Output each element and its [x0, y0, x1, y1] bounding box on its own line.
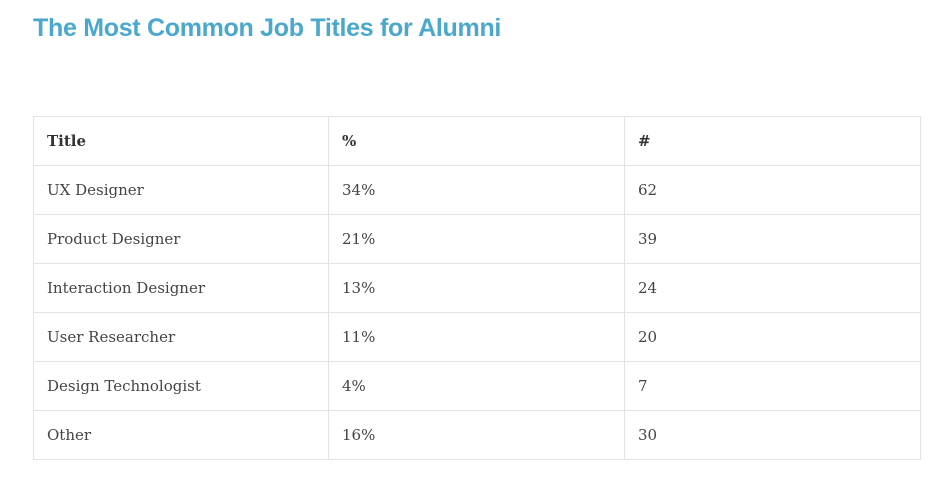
cell-title: Design Technologist	[33, 361, 329, 411]
cell-percent: 16%	[328, 410, 625, 460]
table-row: UX Designer 34% 62	[33, 165, 921, 215]
cell-percent: 4%	[328, 361, 625, 411]
cell-count: 30	[624, 410, 921, 460]
cell-count: 39	[624, 214, 921, 264]
cell-count: 62	[624, 165, 921, 215]
header-title: Title	[33, 116, 329, 166]
table-row: User Researcher 11% 20	[33, 312, 921, 362]
cell-percent: 21%	[328, 214, 625, 264]
table-row: Interaction Designer 13% 24	[33, 263, 921, 313]
table-row: Other 16% 30	[33, 410, 921, 460]
cell-count: 24	[624, 263, 921, 313]
cell-count: 20	[624, 312, 921, 362]
header-percent: %	[328, 116, 625, 166]
table-row: Product Designer 21% 39	[33, 214, 921, 264]
cell-title: UX Designer	[33, 165, 329, 215]
cell-title: Other	[33, 410, 329, 460]
cell-title: Product Designer	[33, 214, 329, 264]
page-title: The Most Common Job Titles for Alumni	[33, 14, 502, 42]
cell-count: 7	[624, 361, 921, 411]
cell-percent: 13%	[328, 263, 625, 313]
cell-percent: 11%	[328, 312, 625, 362]
cell-title: Interaction Designer	[33, 263, 329, 313]
job-titles-table: Title % # UX Designer 34% 62 Product Des…	[33, 116, 921, 460]
header-count: #	[624, 116, 921, 166]
table-row: Design Technologist 4% 7	[33, 361, 921, 411]
cell-percent: 34%	[328, 165, 625, 215]
table-header-row: Title % #	[33, 116, 921, 166]
cell-title: User Researcher	[33, 312, 329, 362]
